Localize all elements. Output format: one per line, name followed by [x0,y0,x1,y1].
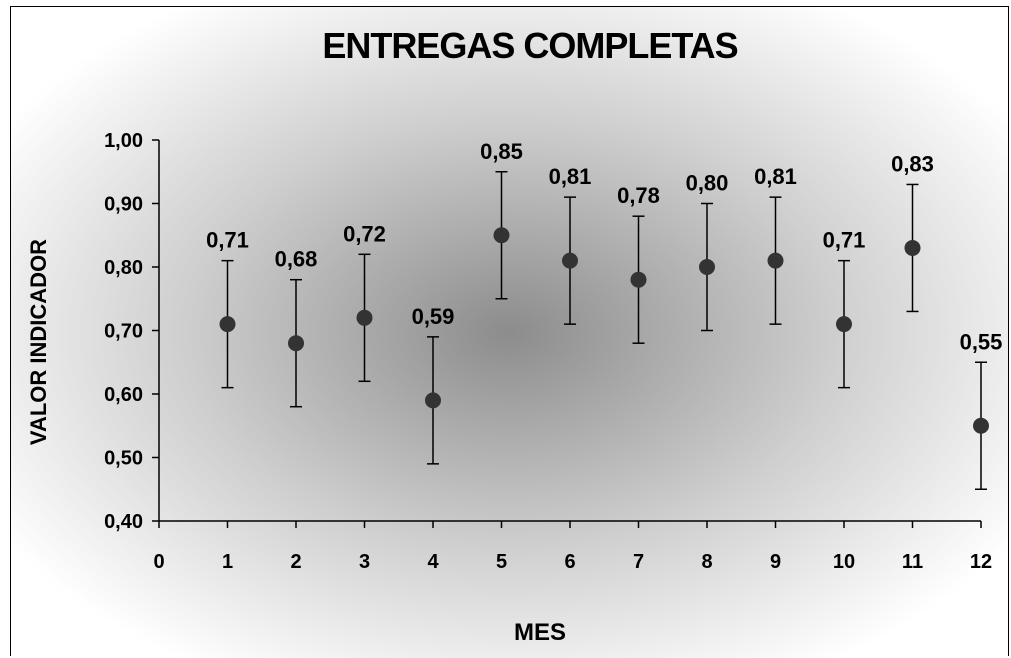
x-tick-label: 7 [633,551,644,573]
x-tick-label: 8 [701,551,712,573]
x-tick-label: 4 [427,551,439,573]
data-point [288,335,304,352]
x-tick-label: 6 [564,551,575,573]
data-label: 0,59 [412,304,455,329]
x-axis-ticks: 0 1 2 3 4 5 6 7 8 9 10 11 12 [153,521,992,573]
y-tick-label: 0,90 [104,194,143,216]
data-label: 0,85 [480,139,523,164]
data-label: 0,80 [686,171,729,196]
data-point [356,309,373,326]
data-point [219,316,236,333]
data-points [219,227,989,434]
data-label: 0,72 [343,221,386,246]
data-point [699,259,715,275]
data-point [767,252,784,269]
data-label: 0,81 [754,164,797,189]
x-tick-label: 9 [770,551,781,573]
data-point [562,252,578,269]
x-tick-label: 2 [290,551,301,573]
data-label: 0,71 [823,228,866,253]
x-axis-title: MES [514,619,566,646]
y-axis-ticks: 0,40 0,50 0,60 0,70 0,80 0,90 1,00 [104,130,159,533]
chart-frame [10,6,1009,656]
data-label: 0,78 [617,183,660,208]
data-point [630,271,647,288]
data-label: 0,81 [549,164,592,189]
data-point [904,239,921,256]
x-tick-label: 10 [833,551,855,573]
data-point [425,392,441,409]
y-axis-title: VALOR INDICADOR [26,239,51,445]
y-tick-label: 0,40 [104,511,143,533]
x-tick-label: 1 [222,551,233,573]
data-point [836,316,852,333]
data-label: 0,55 [960,329,1003,354]
x-tick-label: 5 [496,551,507,573]
x-tick-label: 12 [970,551,992,573]
y-tick-label: 1,00 [104,130,143,152]
plot-background [11,7,1008,658]
data-point [973,417,989,434]
y-tick-label: 0,80 [104,257,143,279]
data-label: 0,83 [891,151,934,176]
data-point [493,227,510,244]
chart-title: ENTREGAS COMPLETAS [322,25,737,66]
data-labels: 0,71 0,68 0,72 0,59 0,85 0,81 0,78 0,80 0,81 0,71… [206,139,1002,355]
y-tick-label: 0,70 [104,321,143,343]
data-label: 0,68 [275,247,318,272]
data-label: 0,71 [206,228,249,253]
y-tick-label: 0,60 [104,384,143,406]
x-tick-label: 3 [359,551,370,573]
x-tick-label: 0 [153,551,164,573]
x-tick-label: 11 [902,551,923,573]
y-tick-label: 0,50 [104,448,143,470]
